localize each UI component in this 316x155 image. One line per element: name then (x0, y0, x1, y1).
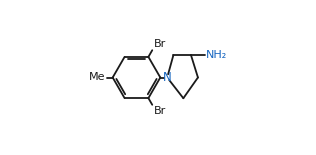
Text: Br: Br (154, 40, 166, 49)
Text: N: N (163, 71, 172, 84)
Text: NH₂: NH₂ (206, 50, 227, 60)
Text: Me: Me (89, 73, 105, 82)
Text: Br: Br (154, 106, 166, 115)
